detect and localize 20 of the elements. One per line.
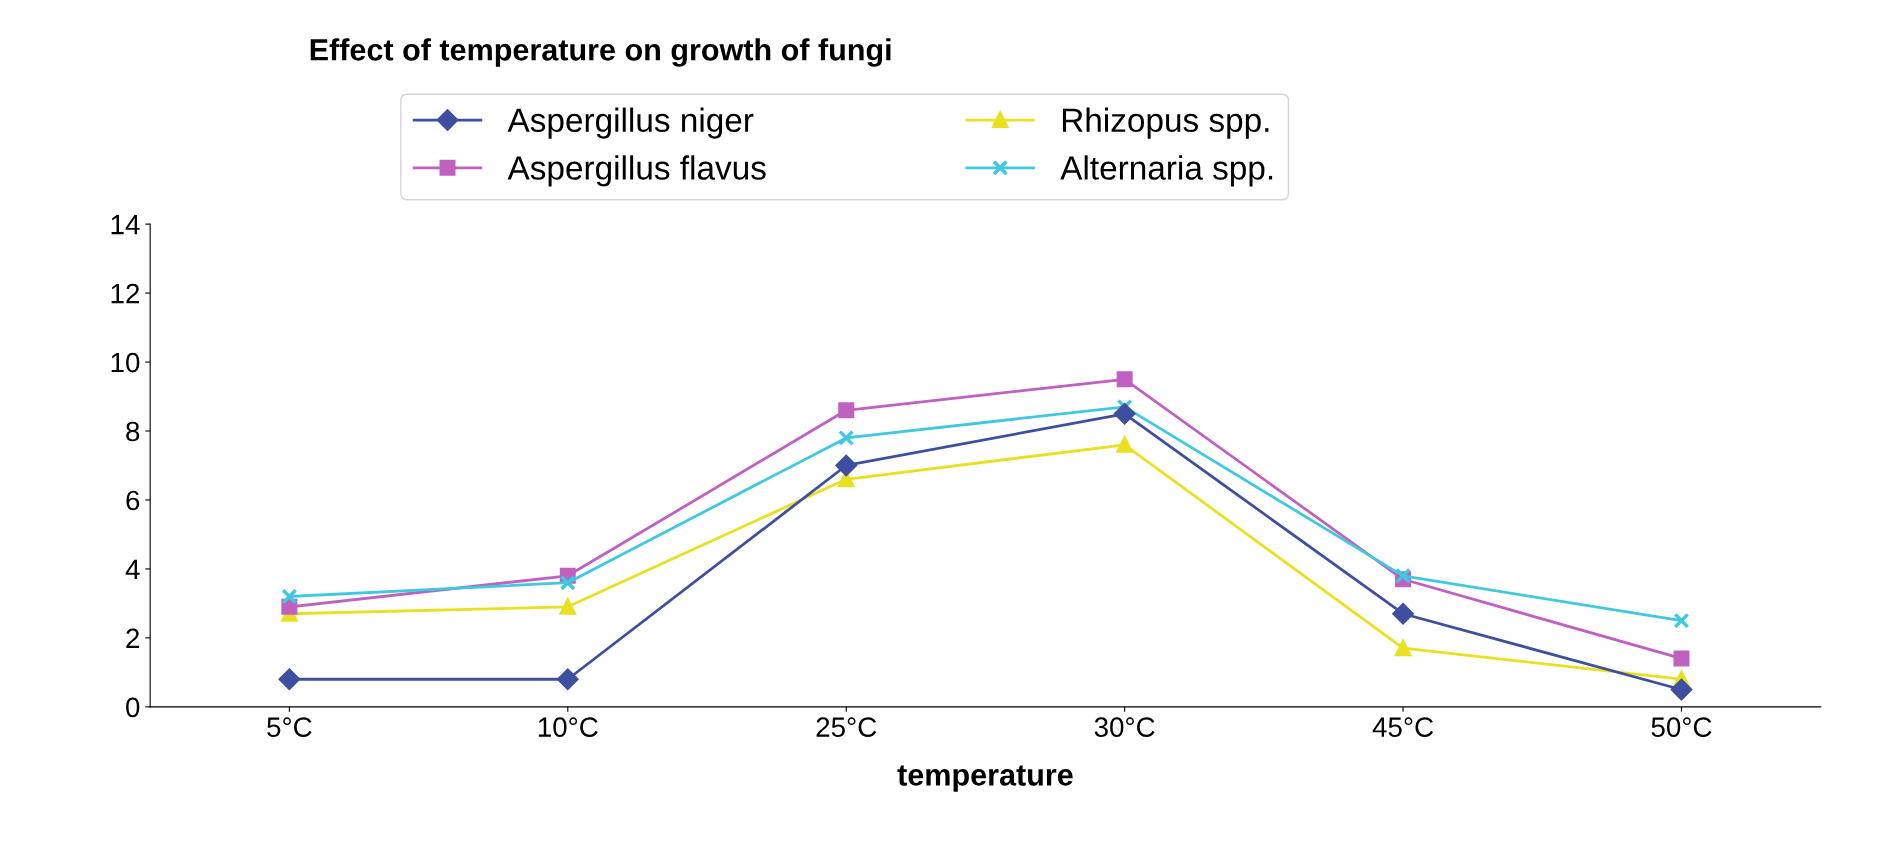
x-axis-title: temperature bbox=[897, 765, 1073, 792]
y-tick-label: 6 bbox=[126, 490, 140, 511]
y-tick-label: 10 bbox=[111, 352, 140, 373]
x-tick-label: 30°C bbox=[1094, 717, 1155, 737]
y-tick-label: 4 bbox=[125, 559, 140, 579]
x-tick-label: 10°C bbox=[538, 717, 598, 737]
y-tick-label: 0 bbox=[126, 697, 140, 718]
x-tick-label: 45°C bbox=[1372, 717, 1434, 737]
legend-label: Alternaria spp. bbox=[1060, 155, 1273, 187]
y-tick-label: 12 bbox=[111, 283, 140, 304]
x-tick-label: 5°C bbox=[267, 717, 312, 737]
legend-label: Rhizopus spp. bbox=[1062, 107, 1269, 139]
y-tick-label: 14 bbox=[111, 215, 140, 235]
legend-label: Aspergillus niger bbox=[507, 107, 754, 139]
x-tick-label: 25°C bbox=[816, 717, 877, 737]
y-tick-label: 8 bbox=[126, 421, 140, 442]
x-tick-label: 50°C bbox=[1651, 717, 1712, 737]
legend-label: Aspergillus flavus bbox=[507, 155, 766, 187]
y-tick-label: 2 bbox=[126, 628, 140, 648]
chart-title: Effect of temperature on growth of fungi bbox=[310, 38, 891, 67]
